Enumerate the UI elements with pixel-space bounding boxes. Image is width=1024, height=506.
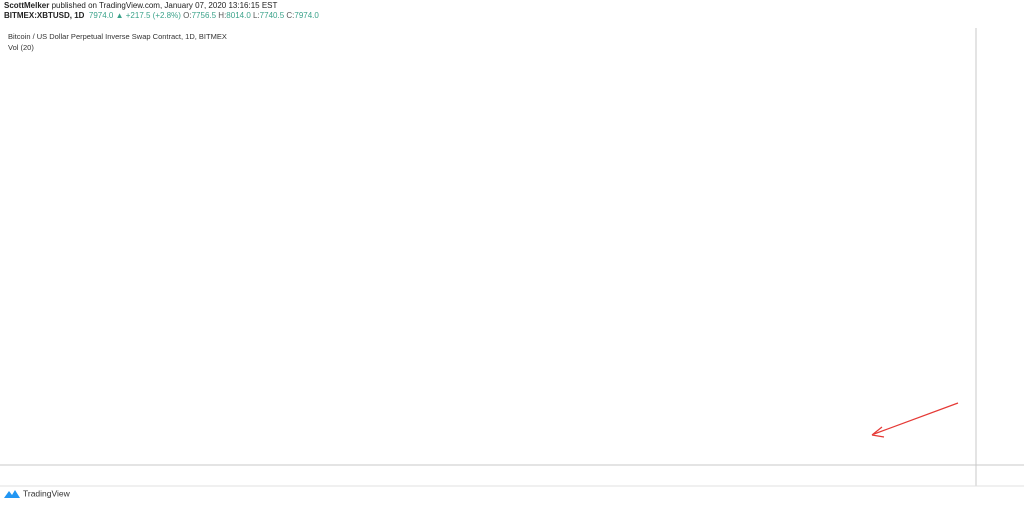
last: 7974.0 [88, 11, 114, 20]
tv-logo [4, 490, 20, 498]
c-label: C: [286, 11, 295, 20]
arrow-head [871, 426, 885, 438]
arrow-shaft [873, 402, 959, 435]
annotation-arrow [871, 402, 959, 438]
symbol: BITMEX:XBTUSD, 1D [4, 11, 85, 20]
c-value: 7974.0 [294, 11, 319, 20]
published: published on TradingView.com, January 07… [51, 1, 278, 10]
plot-area [0, 28, 976, 465]
volume-label: Vol (20) [8, 43, 34, 52]
header: ScottMelker published on TradingView.com… [4, 1, 319, 21]
logo-mark [4, 490, 20, 498]
l-label: L: [253, 11, 260, 20]
h-label: H: [218, 11, 227, 20]
h-value: 8014.0 [226, 11, 251, 20]
o-value: 7756.5 [191, 11, 217, 20]
footer-brand: TradingView [23, 488, 71, 498]
author: ScottMelker [4, 1, 50, 10]
l-value: 7740.5 [259, 11, 285, 20]
o-label: O: [183, 11, 192, 20]
header-line-2: BITMEX:XBTUSD, 1D 7974.0 ▲ +217.5 (+2.8%… [4, 11, 319, 21]
chart-title: Bitcoin / US Dollar Perpetual Inverse Sw… [8, 32, 227, 41]
change: ▲ +217.5 (+2.8%) [115, 11, 181, 20]
header-line-1: ScottMelker published on TradingView.com… [4, 1, 319, 11]
